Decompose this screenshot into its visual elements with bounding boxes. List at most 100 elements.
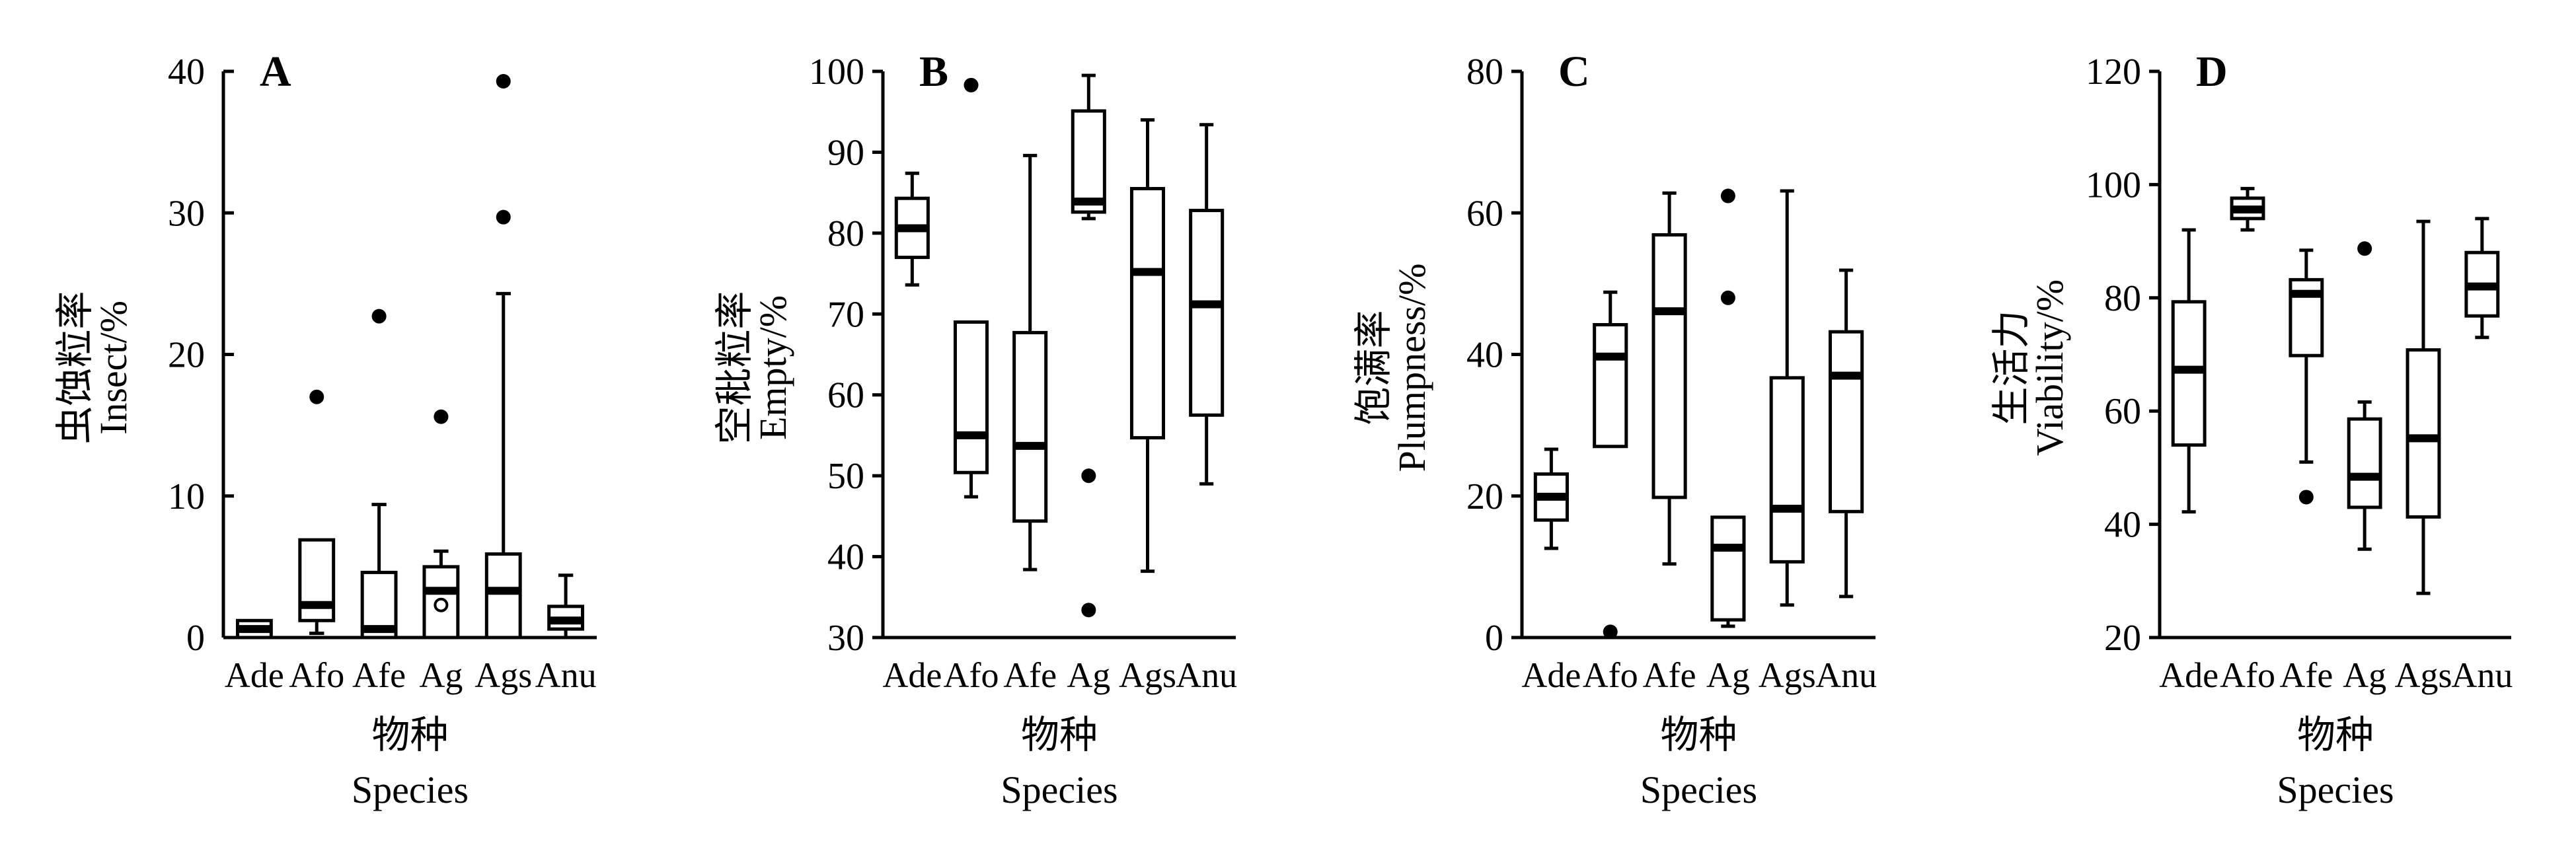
category-label: Ags — [1119, 655, 1176, 695]
y-tick-label: 80 — [1466, 52, 1503, 92]
y-tick-label: 60 — [2104, 391, 2141, 432]
x-axis-title-cn: 物种 — [2297, 714, 2374, 756]
panel-label: D — [2196, 48, 2228, 96]
y-axis-title-cn: 空秕粒率 — [713, 291, 756, 444]
outlier-point — [309, 389, 324, 404]
y-tick-label: 30 — [827, 618, 864, 659]
y-tick-label: 0 — [186, 618, 205, 659]
outlier-point — [1720, 290, 1735, 305]
box-iqr — [1189, 209, 1225, 417]
outlier-point — [371, 309, 387, 324]
box-iqr — [1071, 109, 1106, 214]
outlier-point — [1081, 603, 1096, 618]
y-tick-label: 80 — [2104, 278, 2141, 319]
box-ade — [235, 618, 273, 640]
box-iqr — [1012, 330, 1048, 523]
box-ags — [2406, 219, 2441, 595]
box-afe — [360, 309, 398, 640]
category-label: Ade — [225, 655, 284, 695]
box-iqr — [1710, 515, 1746, 622]
category-label: Anu — [1815, 655, 1877, 695]
box-iqr — [1593, 323, 1628, 449]
box-anu — [2464, 217, 2500, 340]
category-label: Afe — [1003, 655, 1057, 695]
panel-label: A — [260, 48, 291, 96]
y-axis-title-cn: 饱满率 — [1352, 310, 1395, 425]
outlier-point — [964, 77, 979, 92]
category-label: Anu — [535, 655, 597, 695]
y-tick-label: 40 — [827, 537, 864, 578]
x-axis-title-cn: 物种 — [1660, 714, 1737, 756]
category-label: Afe — [352, 655, 406, 695]
box-iqr — [1129, 187, 1166, 440]
y-tick-label: 120 — [2086, 52, 2141, 92]
box-afo — [298, 389, 336, 636]
y-tick-label: 20 — [168, 335, 205, 376]
outlier-point — [434, 409, 449, 424]
x-axis-title-cn: 物种 — [371, 714, 448, 756]
y-axis-title-en: Empty/% — [751, 295, 794, 440]
category-label: Afo — [2220, 655, 2275, 695]
outlier-point — [1603, 624, 1618, 640]
category-label: Ag — [2343, 655, 2386, 695]
category-label: Ag — [419, 655, 463, 695]
box-iqr — [484, 552, 522, 640]
box-iqr — [1769, 376, 1805, 564]
outlier-point — [496, 209, 511, 225]
y-tick-label: 0 — [1485, 618, 1503, 659]
category-label: Ade — [2159, 655, 2218, 695]
category-label: Anu — [1176, 655, 1237, 695]
y-axis-title-en: Viability/% — [2028, 279, 2071, 456]
category-label: Ags — [2394, 655, 2452, 695]
y-tick-label: 40 — [1466, 335, 1503, 376]
category-label: Ags — [1759, 655, 1816, 695]
y-tick-label: 100 — [809, 52, 864, 92]
box-ade — [1533, 447, 1569, 550]
x-axis-title-en: Species — [352, 768, 469, 811]
category-label: Ag — [1706, 655, 1750, 695]
y-tick-label: 40 — [2104, 505, 2141, 546]
box-ade — [894, 171, 930, 287]
outlier-point — [496, 73, 511, 89]
x-axis-title-en: Species — [2277, 768, 2394, 811]
outlier-point — [2298, 490, 2314, 505]
category-label: Ags — [474, 655, 532, 695]
box-iqr — [2406, 348, 2441, 519]
box-anu — [1189, 123, 1225, 486]
box-ags — [484, 73, 522, 640]
box-afo — [2230, 186, 2265, 232]
box-ag — [422, 409, 460, 640]
category-label: Afo — [944, 655, 999, 695]
outlier-point — [1081, 468, 1096, 484]
box-afe — [1651, 191, 1687, 566]
category-label: Afe — [1643, 655, 1696, 695]
box-ags — [1769, 189, 1805, 607]
y-tick-label: 40 — [168, 52, 205, 92]
y-tick-label: 10 — [168, 476, 205, 517]
y-axis-title-cn: 生活力 — [1990, 310, 2033, 425]
y-tick-label: 20 — [2104, 618, 2141, 659]
box-ag — [1071, 73, 1106, 618]
box-afo — [953, 77, 989, 499]
box-iqr — [2347, 417, 2382, 509]
y-tick-label: 100 — [2086, 165, 2141, 205]
box-iqr — [1829, 330, 1864, 513]
panel-label: B — [919, 48, 948, 96]
box-ade — [2171, 228, 2207, 514]
box-anu — [547, 573, 585, 640]
box-afe — [2289, 248, 2324, 505]
y-axis-title-en: Plumpness/% — [1390, 264, 1433, 472]
category-label: Ade — [1521, 655, 1581, 695]
x-axis-title-cn: 物种 — [1021, 714, 1098, 756]
box-iqr — [1651, 233, 1687, 499]
panel-label: C — [1558, 48, 1590, 96]
y-tick-label: 20 — [1466, 476, 1503, 517]
